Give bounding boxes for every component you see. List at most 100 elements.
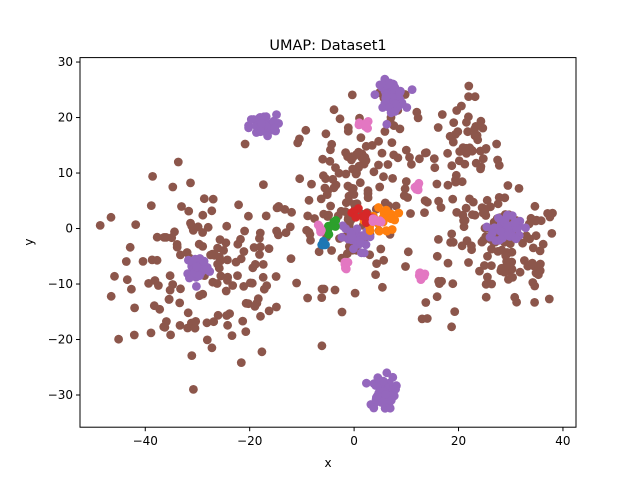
scatter-point	[407, 85, 417, 94]
scatter-point	[447, 161, 457, 171]
scatter-point	[317, 341, 327, 351]
scatter-point	[327, 139, 337, 149]
y-tick-label: −30	[48, 388, 73, 402]
scatter-point	[337, 307, 347, 317]
scatter-point	[465, 143, 475, 153]
scatter-point	[385, 78, 395, 88]
scatter-point	[347, 232, 357, 242]
scatter-point	[338, 221, 348, 231]
scatter-point	[244, 123, 254, 133]
scatter-point	[530, 298, 539, 307]
scatter-point	[240, 139, 250, 149]
scatter-point	[462, 117, 471, 127]
scatter-point	[165, 285, 175, 295]
scatter-point	[544, 294, 554, 304]
scatter-point	[330, 285, 340, 295]
scatter-point	[482, 222, 492, 232]
scatter-point	[381, 92, 391, 102]
scatter-point	[434, 235, 443, 244]
scatter-point	[470, 92, 480, 102]
scatter-point	[422, 314, 432, 323]
scatter-point	[361, 141, 371, 151]
scatter-point	[215, 235, 225, 245]
scatter-point	[221, 286, 231, 296]
scatter-point	[198, 210, 208, 220]
scatter-point	[494, 193, 504, 202]
scatter-point	[346, 183, 356, 193]
scatter-point	[318, 154, 328, 164]
scatter-point	[257, 347, 267, 357]
scatter-point	[406, 209, 415, 218]
scatter-point	[213, 259, 223, 269]
scatter-point	[358, 211, 367, 221]
scatter-point	[343, 126, 353, 136]
scatter-point	[160, 322, 170, 332]
scatter-point	[478, 123, 488, 133]
scatter-point	[258, 272, 268, 282]
scatter-point	[271, 272, 281, 281]
scatter-point	[361, 119, 371, 128]
scatter-point	[521, 223, 530, 233]
scatter-point	[175, 321, 185, 330]
scatter-point	[152, 232, 162, 242]
scatter-point	[316, 194, 326, 204]
scatter-point	[359, 248, 369, 258]
scatter-point	[501, 251, 511, 260]
scatter-point	[121, 257, 131, 266]
scatter-point	[255, 250, 264, 259]
scatter-point	[236, 358, 246, 367]
scatter-point	[335, 114, 345, 124]
scatter-point	[494, 213, 503, 223]
scatter-point	[376, 244, 386, 254]
scatter-point	[515, 267, 525, 277]
scatter-point	[487, 244, 496, 254]
scatter-point	[492, 139, 501, 149]
scatter-point	[240, 226, 250, 236]
scatter-point	[192, 282, 201, 291]
y-tick-label: 10	[58, 166, 73, 180]
scatter-point	[443, 148, 452, 158]
scatter-point	[238, 316, 248, 326]
scatter-point	[368, 214, 378, 224]
scatter-point	[385, 403, 395, 413]
chart-title: UMAP: Dataset1	[269, 38, 386, 54]
scatter-point	[148, 172, 158, 181]
scatter-point	[480, 261, 489, 270]
scatter-point	[514, 184, 524, 193]
scatter-point	[448, 194, 458, 204]
y-tick-label: −20	[48, 333, 73, 347]
scatter-point	[388, 174, 397, 183]
scatter-point	[381, 390, 390, 399]
scatter-point	[241, 298, 251, 308]
scatter-point	[264, 306, 274, 316]
scatter-point	[356, 238, 365, 248]
scatter-point	[292, 278, 301, 288]
scatter-point	[463, 127, 473, 137]
scatter-point	[274, 202, 284, 212]
x-axis-ticks: −40 −20 0 20 40	[133, 427, 571, 448]
scatter-point	[343, 257, 353, 267]
scatter-point	[331, 163, 340, 173]
scatter-point	[234, 200, 244, 210]
scatter-point	[380, 198, 390, 208]
scatter-point	[531, 231, 541, 241]
scatter-point	[373, 373, 383, 383]
scatter-point	[159, 233, 169, 242]
scatter-point	[379, 172, 388, 182]
scatter-point	[373, 391, 382, 401]
scatter-point	[327, 246, 336, 255]
scatter-point	[286, 254, 296, 263]
scatter-point	[319, 171, 328, 181]
scatter-point	[295, 134, 304, 144]
scatter-point	[448, 237, 458, 247]
scatter-point	[138, 257, 148, 266]
scatter-point	[369, 167, 379, 177]
scatter-point	[510, 217, 520, 227]
scatter-point	[317, 293, 327, 302]
scatter-point	[452, 208, 462, 217]
scatter-point	[241, 327, 251, 336]
scatter-point	[538, 239, 548, 249]
scatter-point	[307, 179, 316, 189]
scatter-point	[223, 255, 232, 265]
scatter-point	[122, 275, 132, 285]
